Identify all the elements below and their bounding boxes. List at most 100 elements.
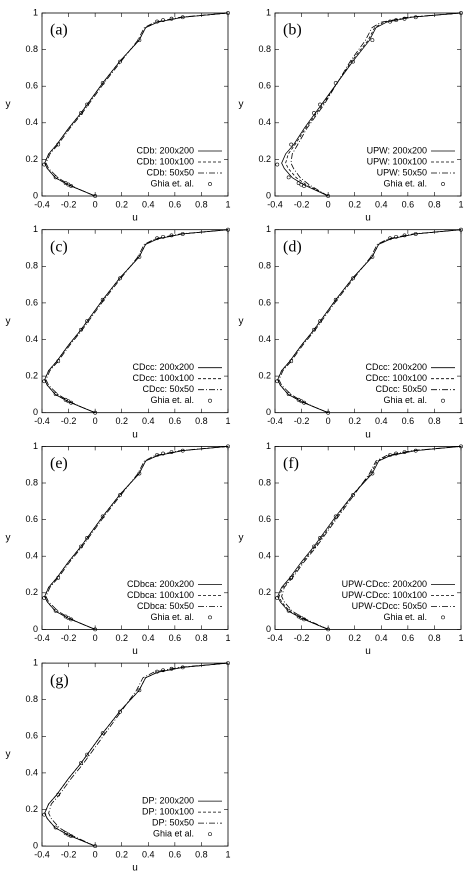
- data-point: [370, 471, 375, 476]
- data-line: [44, 446, 229, 630]
- panel: -0.4 -0.2 0 0.2 0.4 0.6 0.8 1 0 0.2 0.4 0.6 0.8 1 u y (f…: [239, 441, 464, 657]
- data-line: [44, 12, 229, 197]
- x-tick-label: 0.8: [428, 416, 441, 426]
- data-line: [278, 229, 462, 414]
- data-point: [388, 236, 392, 241]
- data-point: [169, 16, 174, 21]
- data-point: [56, 792, 61, 797]
- y-tick-label: 0: [33, 624, 38, 634]
- data-point: [79, 761, 83, 766]
- legend-label: Ghia et. al.: [150, 612, 194, 622]
- data-point: [69, 834, 73, 838]
- legend-label: UPW: 50x50: [377, 167, 427, 177]
- data-point: [388, 453, 392, 457]
- data-point: [413, 232, 418, 236]
- legend-label: UPW: 200x200: [367, 145, 427, 155]
- x-axis-label: u: [365, 213, 371, 224]
- data-point: [85, 752, 89, 757]
- legend-marker: [208, 615, 212, 620]
- data-point: [312, 327, 316, 332]
- y-tick-label: 0.4: [25, 551, 38, 561]
- legend-label: Ghia et. al.: [150, 178, 194, 188]
- data-point: [69, 184, 73, 188]
- data-point: [289, 576, 294, 580]
- data-line: [281, 12, 462, 197]
- x-tick-label: 0.4: [375, 416, 388, 426]
- data-point: [275, 162, 280, 167]
- data-line: [44, 229, 229, 414]
- y-tick-label: 0.6: [25, 297, 38, 307]
- legend-label: Ghia et al.: [153, 828, 194, 838]
- data-line: [277, 229, 462, 414]
- data-point: [326, 194, 331, 198]
- x-tick-label: 0: [93, 416, 98, 426]
- x-tick-label: -0.2: [294, 633, 310, 643]
- data-point: [42, 379, 47, 384]
- data-point: [137, 688, 142, 693]
- plot-frame: [41, 662, 229, 847]
- data-point: [333, 81, 338, 85]
- panel: -0.4 -0.2 0 0.2 0.4 0.6 0.8 1 0 0.2 0.4 0.6 0.8 1 u y (a…: [6, 7, 231, 223]
- data-point: [69, 617, 73, 622]
- y-tick-label: 0: [266, 407, 271, 417]
- plot-frame: [274, 445, 462, 630]
- x-tick-label: 0.4: [375, 199, 388, 209]
- plot-frame: [41, 12, 229, 197]
- data-point: [42, 162, 47, 167]
- y-tick-label: 0.2: [258, 154, 271, 164]
- data-point: [137, 471, 142, 476]
- data-point: [351, 276, 355, 281]
- y-axis-label: y: [239, 99, 244, 110]
- x-axis-label: u: [365, 429, 371, 440]
- data-point: [79, 544, 83, 549]
- legend-marker: [208, 182, 212, 186]
- data-point: [180, 448, 185, 453]
- y-tick-label: 0.6: [25, 81, 38, 91]
- data-point: [169, 666, 174, 671]
- x-tick-label: -0.4: [34, 199, 50, 209]
- data-point: [155, 669, 159, 674]
- data-point: [226, 227, 230, 232]
- x-tick-label: 0: [326, 416, 331, 426]
- y-tick-label: 0.2: [25, 370, 38, 380]
- y-axis-label: y: [239, 533, 244, 544]
- x-tick-label: 0.8: [195, 633, 208, 643]
- data-point: [226, 661, 230, 666]
- data-point: [155, 19, 159, 24]
- y-tick-label: 0: [33, 840, 38, 850]
- y-tick-label: 0.8: [25, 694, 38, 704]
- data-point: [169, 233, 174, 238]
- x-tick-label: 0: [93, 633, 98, 643]
- y-tick-label: 0: [33, 190, 38, 200]
- legend-label: DP: 50x50: [152, 817, 194, 827]
- y-tick-label: 0.2: [258, 587, 271, 597]
- data-point: [286, 392, 291, 397]
- data-point: [118, 59, 122, 64]
- legend-marker: [208, 832, 212, 837]
- data-point: [85, 536, 89, 540]
- x-tick-label: -0.2: [61, 849, 77, 859]
- data-point: [93, 194, 98, 198]
- x-tick-label: -0.4: [34, 849, 50, 859]
- data-point: [459, 11, 463, 15]
- x-tick-label: 1: [458, 633, 463, 643]
- data-point: [161, 234, 165, 239]
- data-point: [100, 297, 105, 302]
- x-tick-label: 0.8: [428, 633, 441, 643]
- data-point: [169, 450, 174, 455]
- x-tick-label: 0.6: [169, 849, 182, 859]
- panel-label: (d): [283, 238, 302, 255]
- data-point: [85, 319, 89, 324]
- data-line: [45, 12, 229, 197]
- x-tick-label: 1: [225, 416, 230, 426]
- data-point: [312, 544, 316, 549]
- y-axis-label: y: [6, 749, 11, 760]
- y-tick-label: 0.6: [25, 731, 38, 741]
- data-point: [56, 142, 61, 147]
- data-point: [69, 400, 73, 405]
- y-axis-label: y: [239, 316, 244, 327]
- y-tick-label: 0: [266, 624, 271, 634]
- data-point: [155, 453, 159, 457]
- y-tick-label: 0.6: [258, 297, 271, 307]
